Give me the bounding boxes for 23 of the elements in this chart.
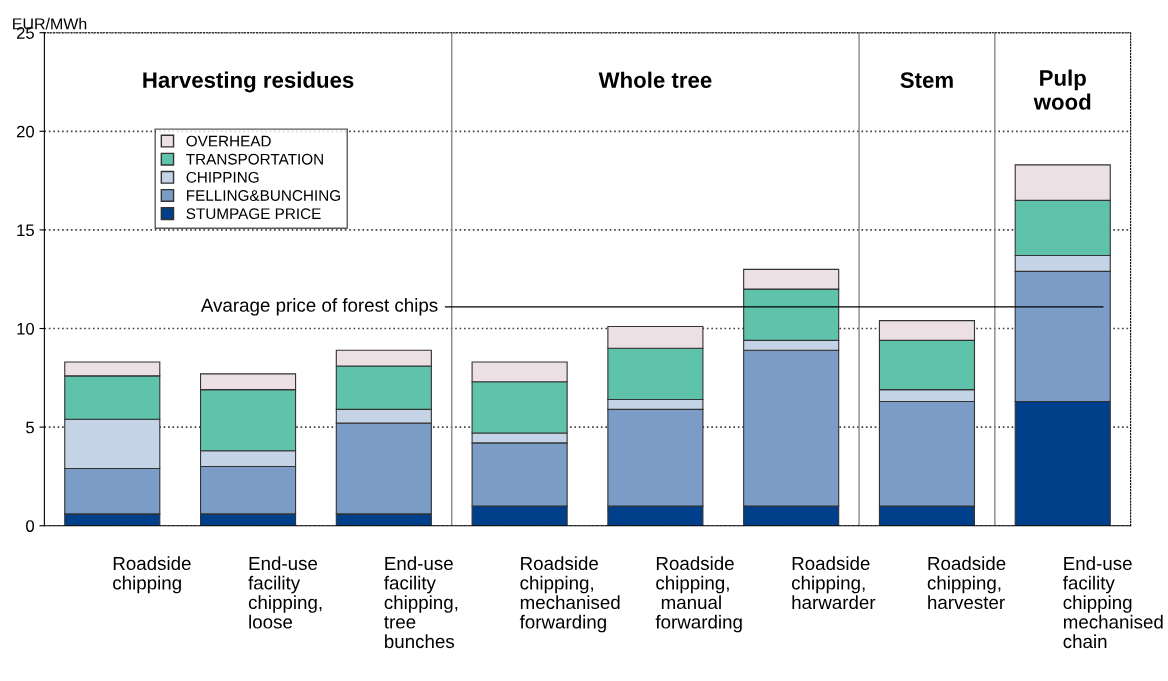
- legend-label: CHIPPING: [186, 171, 259, 183]
- x-tick-label: Roadside chipping, manual forwarding: [655, 556, 742, 633]
- y-tick-label: 20: [16, 125, 35, 138]
- legend-label: OVERHEAD: [186, 135, 271, 147]
- ref-line-label: Avarage price of forest chips: [200, 298, 438, 316]
- y-tick-label: 10: [17, 322, 35, 335]
- legend-label: STUMPAGE PRICE: [186, 208, 321, 220]
- x-tick-label: End-use facility chipping, tree bunches: [384, 556, 458, 649]
- y-tick-label: 15: [17, 224, 34, 237]
- annotation: Pulp wood: [1033, 69, 1091, 110]
- x-tick-label: End-use facility chipping mechanised chain: [1063, 556, 1163, 649]
- annotation: Stem: [900, 72, 953, 88]
- y-tick-label: 0: [26, 520, 35, 532]
- legend-label: FELLING&BUNCHING: [187, 190, 340, 201]
- annotation: Whole tree: [598, 71, 712, 88]
- x-tick-label: End-use facility chipping, loose: [248, 556, 322, 629]
- x-tick-label: Roadside chipping, mechanised forwarding: [519, 556, 620, 633]
- y-tick-label: 5: [26, 421, 34, 434]
- x-tick-label: Roadside chipping, harvester: [927, 556, 1006, 610]
- annotation: Harvesting residues: [143, 71, 354, 93]
- legend-label: TRANSPORTATION: [186, 153, 323, 165]
- x-tick-label: Roadside chipping: [113, 556, 191, 594]
- x-tick-label: Roadside chipping, harwarder: [791, 556, 876, 610]
